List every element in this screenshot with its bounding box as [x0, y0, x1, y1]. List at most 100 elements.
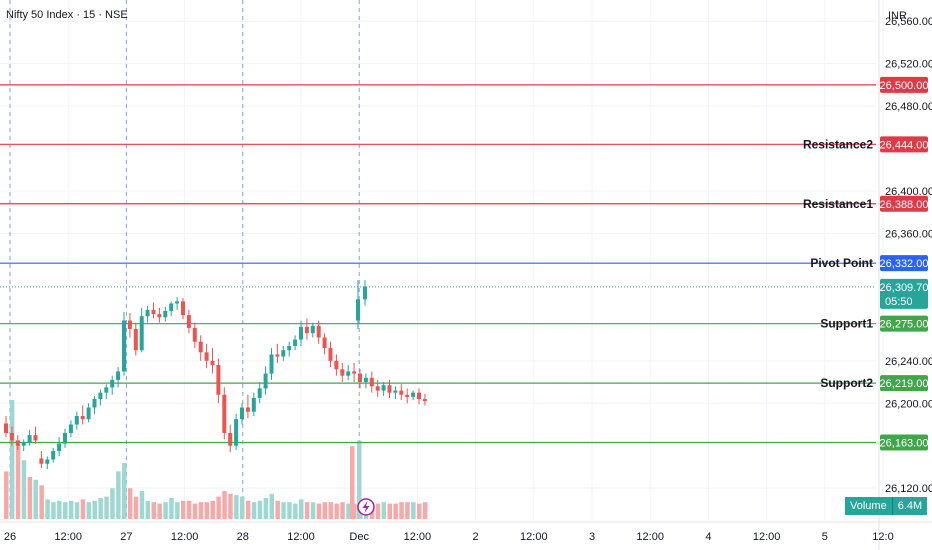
- countdown-text: 05:50: [885, 296, 913, 308]
- candle-body: [234, 419, 239, 446]
- volume-bar: [275, 500, 280, 519]
- candle-body: [175, 301, 180, 304]
- candle-body: [21, 442, 26, 446]
- candle-body: [133, 328, 138, 351]
- last-price-text: 26,309.70: [880, 282, 929, 294]
- volume-bar: [39, 485, 44, 519]
- volume-bar: [15, 440, 21, 519]
- candle-body: [163, 310, 168, 318]
- volume-bar: [92, 500, 97, 519]
- level-badge-text: 26,388.00: [880, 199, 929, 211]
- x-tick-label: 28: [237, 531, 249, 543]
- volume-bar: [316, 503, 322, 519]
- candle-body: [92, 399, 97, 408]
- candle-body: [375, 386, 380, 391]
- lightning-icon[interactable]: [357, 498, 375, 516]
- candle-body: [304, 326, 309, 334]
- volume-bar: [33, 479, 38, 519]
- x-tick-label: 3: [589, 531, 595, 543]
- volume-bar: [310, 502, 316, 519]
- x-tick-label: 12:00: [753, 531, 781, 543]
- x-tick-label: 12:0: [872, 531, 893, 543]
- volume-bar: [375, 503, 381, 519]
- volume-label: Volume: [845, 497, 892, 515]
- y-tick-label: 26,480.00: [885, 101, 932, 113]
- price-axis[interactable]: 26,560.0026,520.0026,480.0026,400.0026,3…: [878, 0, 932, 550]
- candle-body: [422, 399, 427, 402]
- candle-body: [157, 314, 162, 318]
- price-badges: 26,500.00 26,444.00 26,388.00 26,332.00 26,2…: [880, 76, 929, 451]
- volume-bar: [157, 503, 162, 519]
- candle-body: [33, 435, 38, 441]
- volume-bar: [411, 502, 416, 519]
- candle-body: [356, 299, 360, 321]
- level-label: Resistance2: [803, 137, 873, 151]
- volume-bar: [151, 502, 156, 519]
- candle-body: [204, 352, 209, 361]
- volume-bar: [299, 499, 304, 519]
- y-tick-label: 26,240.00: [885, 356, 932, 368]
- volume-bar: [228, 493, 233, 519]
- y-tick-label: 26,120.00: [885, 483, 932, 495]
- volume-bar: [27, 477, 33, 519]
- y-tick-label: 26,560.00: [885, 16, 932, 28]
- time-axis[interactable]: 26 12:00 27 12:00 28 12:00 Dec 12:00 2 12:00 3 12:0…: [0, 521, 932, 543]
- y-tick-label: 26,360.00: [885, 228, 932, 240]
- candle-body: [186, 315, 191, 328]
- volume-bar: [80, 499, 86, 519]
- candle-body: [27, 435, 32, 443]
- candle-body: [381, 385, 386, 391]
- volume-bar: [417, 503, 422, 519]
- currency-label[interactable]: INR: [888, 10, 907, 22]
- volume-bar: [240, 496, 245, 519]
- level-badge-text: 26,444.00: [880, 139, 929, 151]
- level-badge-text: 26,219.00: [880, 378, 929, 390]
- candle-body: [68, 424, 73, 433]
- candles: [4, 280, 427, 470]
- candle-body: [127, 320, 132, 329]
- volume-bar: [116, 471, 121, 519]
- volume-bar: [346, 503, 351, 519]
- volume-bar: [251, 502, 257, 519]
- y-tick-label: 26,400.00: [885, 186, 932, 198]
- pivot-levels: Resistance2 Resistance1 Pivot Point Support…: [0, 84, 876, 444]
- volume-bar: [405, 502, 410, 519]
- level-badge-text: 26,500.00: [880, 80, 929, 92]
- candle-body: [251, 397, 256, 412]
- volume-badge[interactable]: Volume 6.4M: [845, 497, 928, 515]
- candle-body: [405, 394, 410, 397]
- volume-bar: [198, 502, 204, 519]
- candle-body: [15, 440, 20, 446]
- volume-bar: [328, 502, 333, 519]
- candle-body: [122, 320, 126, 372]
- volume-bar: [104, 496, 109, 519]
- y-tick-label: 26,520.00: [885, 59, 932, 71]
- candle-body: [328, 348, 333, 361]
- candle-body: [310, 325, 315, 334]
- x-tick-label: 12:00: [171, 531, 199, 543]
- level-badge-text: 26,163.00: [880, 438, 929, 450]
- volume-bar: [57, 500, 62, 519]
- candle-body: [411, 392, 416, 397]
- candle-body: [257, 388, 262, 398]
- candle-body: [192, 327, 197, 342]
- candle-body: [340, 369, 345, 376]
- level-label: Support1: [820, 317, 873, 331]
- volume-bar: [281, 502, 286, 519]
- volume-bar: [186, 500, 192, 519]
- candle-body: [363, 377, 368, 383]
- level-label: Resistance1: [803, 197, 873, 211]
- candle-body: [369, 377, 374, 387]
- volume-bar: [21, 460, 27, 519]
- volume-bar: [216, 496, 221, 519]
- candle-body: [63, 432, 67, 444]
- x-tick-label: 12:00: [636, 531, 664, 543]
- candle-body: [110, 379, 115, 388]
- candle-body: [334, 360, 339, 370]
- volume-bar: [45, 499, 50, 519]
- x-tick-label: 12:00: [287, 531, 315, 543]
- level-badge: [880, 195, 928, 212]
- candle-body: [210, 360, 215, 366]
